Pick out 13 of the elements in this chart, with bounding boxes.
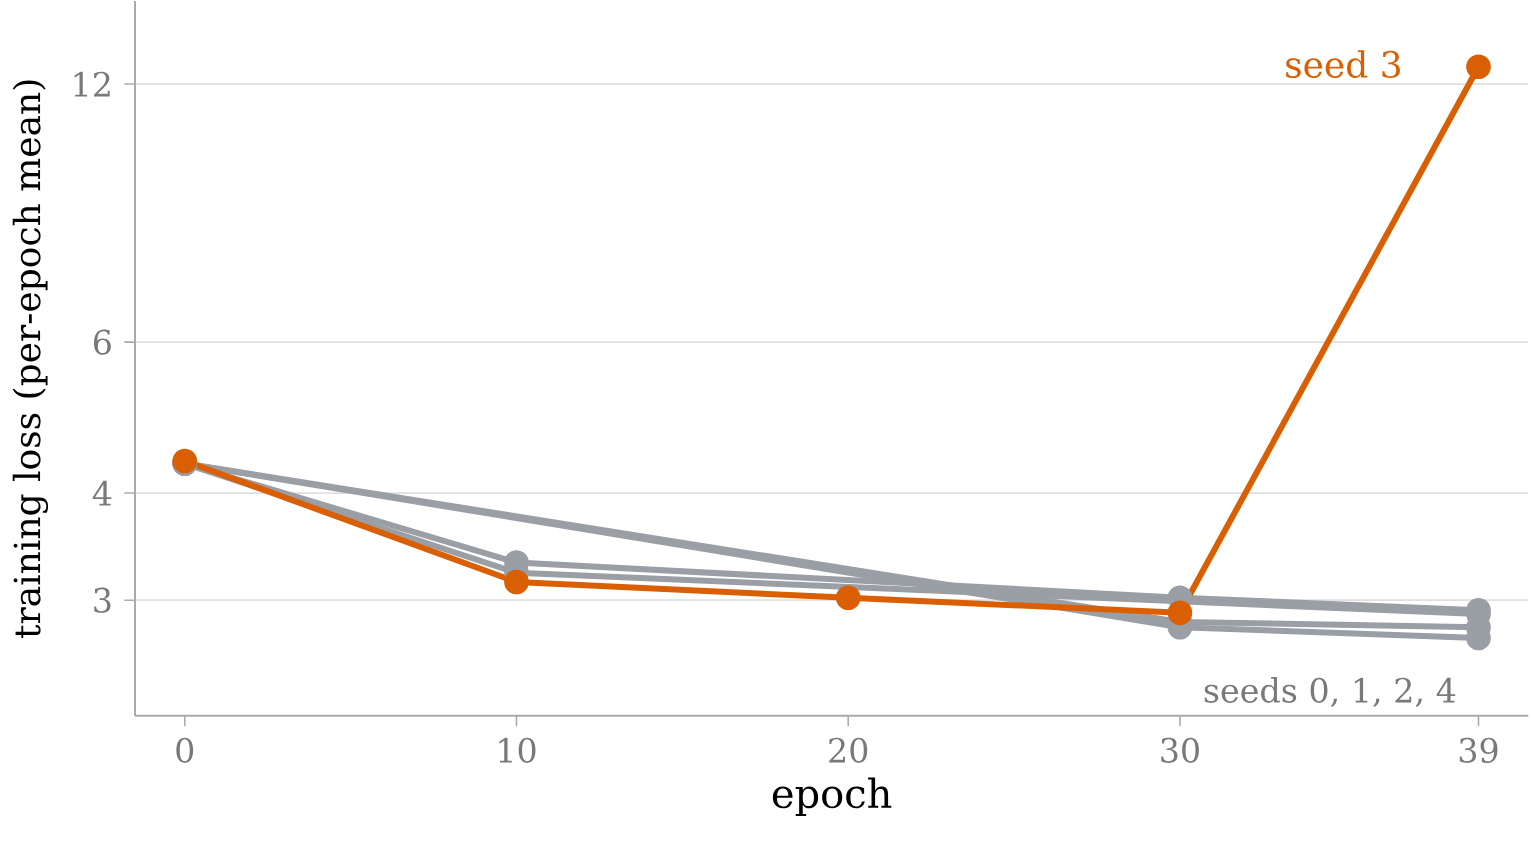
y-tick-label: 6 <box>93 329 111 355</box>
y-axis-title: training loss (per-epoch mean) <box>12 80 49 639</box>
series-label: seed 3 <box>1286 50 1400 79</box>
x-tick-label: 0 <box>176 737 194 764</box>
annotation: seeds 0, 1, 2, 4 <box>1204 677 1456 708</box>
x-tick-label: 30 <box>1161 737 1199 764</box>
y-tick-label: 12 <box>74 71 110 97</box>
x-tick-label: 20 <box>829 737 868 764</box>
x-tick-label: 10 <box>499 737 536 764</box>
x-tick-label: 39 <box>1459 737 1498 764</box>
x-axis-title: epoch <box>772 777 892 817</box>
y-tick-label: 3 <box>94 587 111 613</box>
y-tick-label: 4 <box>92 480 112 506</box>
